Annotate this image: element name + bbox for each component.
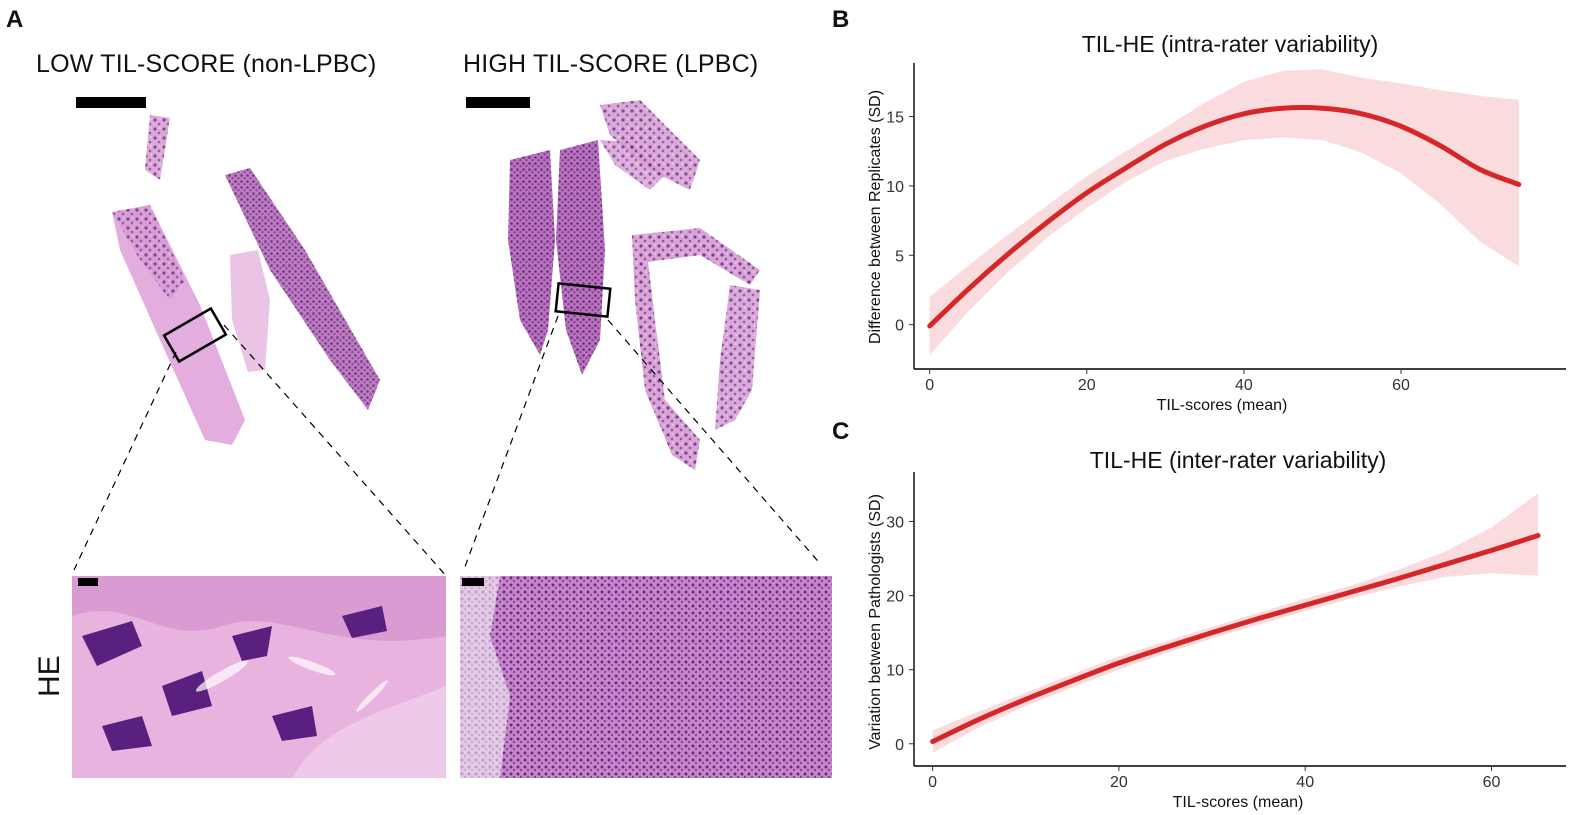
chart-c-xlabel: TIL-scores (mean): [1173, 794, 1304, 811]
chart-b-y-tick-label: 10: [886, 179, 904, 196]
chart-c-x-tick-label: 0: [928, 774, 937, 791]
chart-c-y-tick-label: 10: [886, 663, 904, 680]
chart-b-x-tick-label: 20: [1078, 377, 1096, 394]
high-til-cores: [508, 100, 760, 470]
chart-b-xlabel: TIL-scores (mean): [1157, 397, 1288, 414]
tissue-overview: [73, 100, 820, 579]
chart-c-ylabel: Variation between Pathologists (SD): [867, 494, 884, 750]
chart-b-y-tick-label: 0: [895, 318, 904, 335]
low-zoom-box: [162, 306, 228, 364]
scale-bar-low: [76, 97, 146, 108]
chart-c-fit-line: [930, 533, 1541, 745]
panel-label-b: B: [832, 6, 850, 33]
chart-b-y-tick-label: 5: [895, 248, 904, 265]
chart-b-fit-line: [927, 105, 1522, 329]
chart-b-x-tick-label: 40: [1235, 377, 1253, 394]
high-zoom-line-left: [462, 315, 559, 573]
low-zoom-line-left: [73, 351, 177, 571]
chart-b-ylabel: Difference between Replicates (SD): [867, 90, 884, 344]
low-til-title: LOW TIL-SCORE (non-LPBC): [36, 50, 377, 78]
panel-label-c: C: [832, 418, 850, 445]
low-til-cores: [112, 115, 380, 445]
scale-bar-high: [466, 97, 530, 108]
chart-inter-rater: TIL-HE (inter-rater variability) Variati…: [867, 447, 1566, 811]
high-zoom-line-right: [607, 319, 820, 565]
chart-c-x-tick-label: 60: [1483, 774, 1501, 791]
chart-c-y-tick-label: 30: [886, 514, 904, 531]
chart-c-x-tick-label: 40: [1296, 774, 1314, 791]
chart-b-x-tick-label: 0: [925, 377, 934, 394]
low-zoom-line-right: [223, 324, 449, 579]
chart-c-y-tick-label: 20: [886, 589, 904, 606]
high-zoom-box: [554, 281, 612, 319]
he-zoom-high: [460, 576, 832, 778]
high-til-title: HIGH TIL-SCORE (LPBC): [463, 50, 759, 78]
chart-b-title: TIL-HE (intra-rater variability): [1082, 31, 1379, 57]
chart-c-y-tick-label: 0: [895, 737, 904, 754]
chart-b-y-tick-label: 15: [886, 110, 904, 127]
chart-b-confidence-band: [929, 69, 1519, 356]
he-stain-label: HE: [33, 655, 66, 697]
chart-intra-rater: TIL-HE (intra-rater variability) Differe…: [867, 31, 1566, 414]
he-zoom-low: [72, 576, 446, 778]
chart-c-x-tick-label: 20: [1110, 774, 1128, 791]
panel-label-a: A: [6, 6, 24, 33]
chart-c-title: TIL-HE (inter-rater variability): [1090, 447, 1387, 473]
chart-b-x-tick-label: 60: [1392, 377, 1410, 394]
